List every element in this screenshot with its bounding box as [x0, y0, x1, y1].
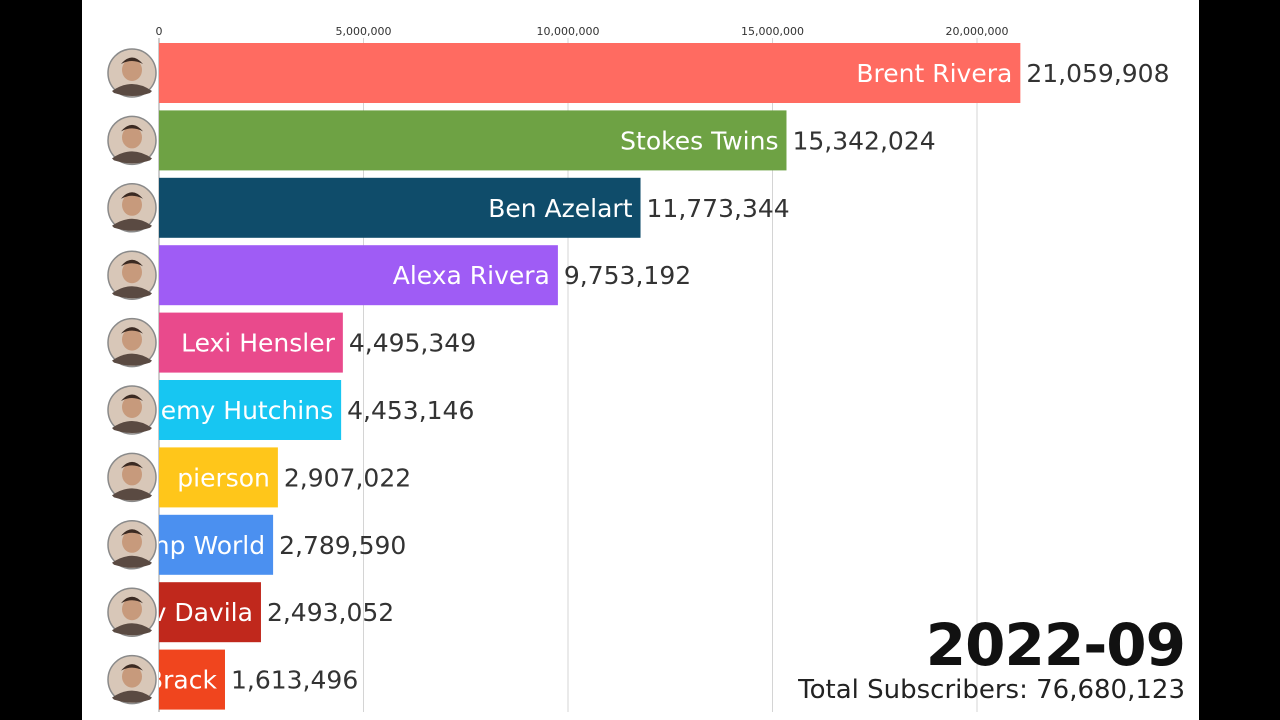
avatar-icon	[107, 183, 157, 233]
bar	[159, 110, 787, 171]
x-tick-label: 5,000,000	[336, 25, 392, 38]
bars: Brent Rivera Stokes Twins Ben Azelart Alexa…	[146, 43, 1021, 710]
bar-label: Brack	[146, 666, 217, 695]
avatar-icon	[107, 654, 157, 705]
value-label: 11,773,344	[647, 194, 790, 223]
bar-label: Lexi Hensler	[181, 329, 335, 358]
value-label: 21,059,908	[1026, 59, 1169, 88]
bar-label: Alexa Rivera	[393, 261, 550, 290]
value-label: 9,753,192	[564, 261, 691, 290]
chart-stage: 0 5,000,000 10,000,000 15,000,000 20,000,000…	[82, 0, 1199, 720]
bar	[159, 177, 641, 238]
bar	[159, 514, 274, 575]
bar-chart: 0 5,000,000 10,000,000 15,000,000 20,000,000…	[107, 25, 1169, 712]
x-tick-label: 20,000,000	[946, 25, 1009, 38]
bar-label: Ben Azelart	[488, 194, 632, 223]
avatar-icon	[107, 520, 157, 570]
bar-label: v Davila	[152, 598, 253, 627]
bar	[159, 312, 343, 373]
x-axis-ticks: 0 5,000,000 10,000,000 15,000,000 20,000,000	[156, 25, 1009, 38]
bar-label: pierson	[177, 463, 270, 492]
bar	[159, 582, 261, 643]
avatar-icon	[107, 250, 157, 300]
value-label: 2,789,590	[279, 531, 406, 560]
avatar-icon	[107, 115, 157, 166]
value-labels: 21,059,908 15,342,024 11,773,344 9,753,192 4…	[231, 59, 1169, 695]
avatar-icon	[107, 317, 157, 368]
avatar-icon	[107, 48, 157, 98]
bar	[159, 447, 278, 508]
value-label: 1,613,496	[231, 666, 358, 695]
x-tick-label: 0	[156, 25, 163, 38]
bar-label: Brent Rivera	[856, 59, 1012, 88]
avatar-icon	[107, 452, 157, 503]
value-label: 4,495,349	[349, 329, 476, 358]
bar-label: np World	[154, 531, 265, 560]
bar	[159, 380, 342, 440]
avatar-icon	[107, 587, 157, 637]
x-tick-label: 15,000,000	[741, 25, 804, 38]
value-label: 4,453,146	[347, 396, 474, 425]
value-label: 2,907,022	[284, 463, 411, 492]
total-subscribers: Total Subscribers: 76,680,123	[798, 675, 1185, 705]
avatars	[107, 48, 157, 705]
x-tick-label: 10,000,000	[537, 25, 600, 38]
value-label: 2,493,052	[267, 598, 394, 627]
bar	[159, 649, 225, 710]
bar	[159, 245, 558, 306]
bar-label: Stokes Twins	[620, 126, 778, 155]
value-label: 15,342,024	[792, 126, 935, 155]
period-label: 2022-09	[925, 611, 1186, 679]
avatar-icon	[107, 385, 157, 435]
bar-label: emy Hutchins	[161, 396, 333, 425]
bar	[159, 43, 1021, 103]
